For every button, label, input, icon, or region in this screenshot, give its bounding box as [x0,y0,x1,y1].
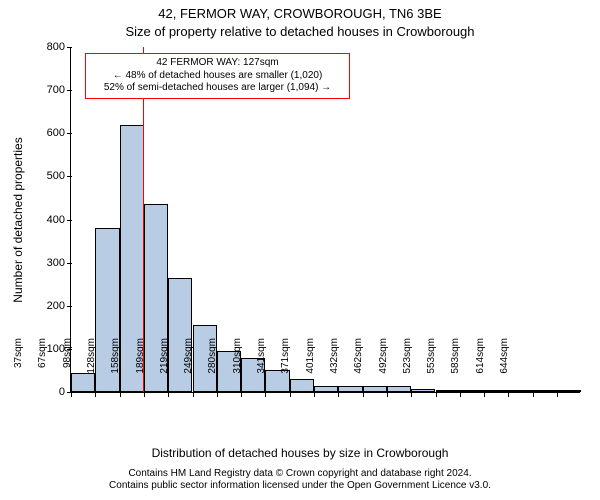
x-tick-mark [533,392,534,397]
x-tick-label: 37sqm [13,338,24,398]
footer-text: Contains HM Land Registry data © Crown c… [0,468,600,492]
y-tick: 500 [47,170,71,182]
x-tick-mark [557,392,558,397]
histogram-bar [508,390,532,392]
x-tick-label: 371sqm [280,338,291,398]
plot-area: 010020030040050060070080037sqm67sqm98sqm… [70,48,580,393]
x-tick-label: 644sqm [499,338,510,398]
footer-line-2: Contains public sector information licen… [0,480,600,492]
x-tick-label: 310sqm [232,338,243,398]
histogram-bar [557,390,581,392]
x-axis-label: Distribution of detached houses by size … [0,446,600,460]
x-tick-label: 432sqm [329,338,340,398]
x-tick-label: 158sqm [110,338,121,398]
chart-container: 42, FERMOR WAY, CROWBOROUGH, TN6 3BE Siz… [0,0,600,500]
property-callout: 42 FERMOR WAY: 127sqm← 48% of detached h… [85,53,350,99]
y-tick: 300 [47,257,71,269]
x-tick-label: 492sqm [378,338,389,398]
callout-line: 52% of semi-detached houses are larger (… [92,82,343,95]
callout-line: 42 FERMOR WAY: 127sqm [92,57,343,70]
x-tick-label: 583sqm [450,338,461,398]
x-tick-label: 462sqm [353,338,364,398]
x-tick-label: 280sqm [207,338,218,398]
footer-line-1: Contains HM Land Registry data © Crown c… [0,468,600,480]
title-line-2: Size of property relative to detached ho… [0,24,600,39]
x-tick-label: 553sqm [426,338,437,398]
x-tick-label: 128sqm [86,338,97,398]
y-tick: 200 [47,300,71,312]
y-tick: 600 [47,127,71,139]
x-tick-label: 249sqm [183,338,194,398]
x-tick-label: 67sqm [37,338,48,398]
callout-line: ← 48% of detached houses are smaller (1,… [92,70,343,83]
property-marker-line [143,47,144,392]
x-tick-label: 341sqm [256,338,267,398]
y-tick: 700 [47,84,71,96]
x-tick-label: 614sqm [475,338,486,398]
title-line-1: 42, FERMOR WAY, CROWBOROUGH, TN6 3BE [0,6,600,21]
x-tick-label: 98sqm [62,338,73,398]
x-tick-label: 401sqm [305,338,316,398]
y-axis-label: Number of detached properties [11,137,25,302]
histogram-bar [533,390,557,392]
x-tick-label: 219sqm [159,338,170,398]
y-tick: 800 [47,41,71,53]
x-tick-label: 523sqm [402,338,413,398]
y-tick: 400 [47,214,71,226]
